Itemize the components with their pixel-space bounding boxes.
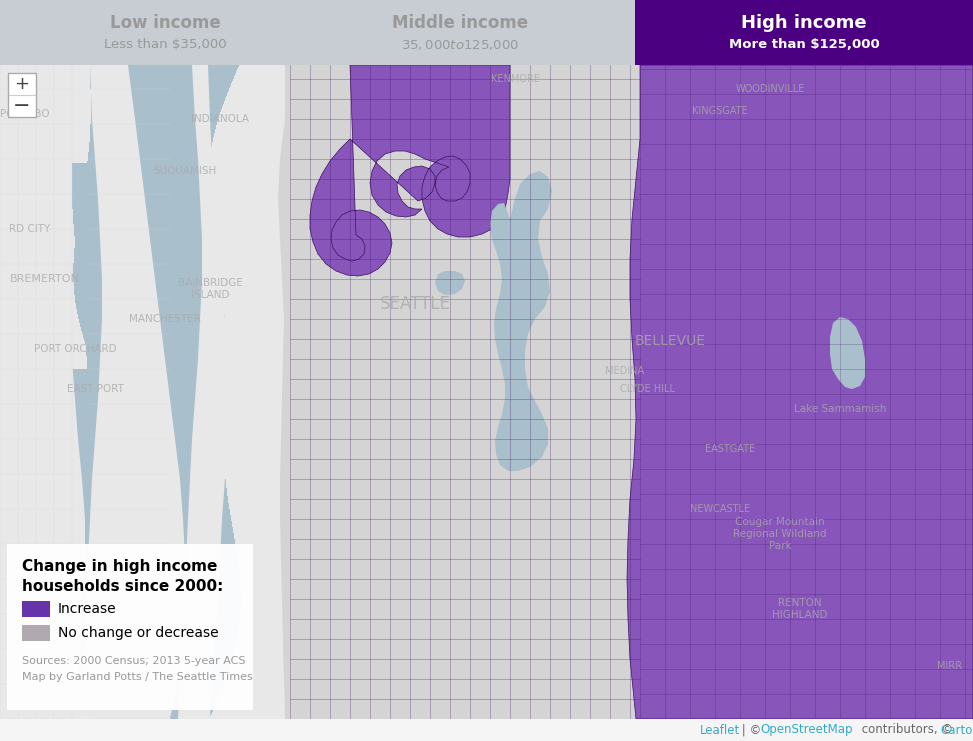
Polygon shape bbox=[310, 65, 510, 276]
Text: No change or decrease: No change or decrease bbox=[58, 626, 219, 640]
Text: RD CITY: RD CITY bbox=[10, 224, 51, 234]
FancyBboxPatch shape bbox=[8, 73, 36, 117]
Polygon shape bbox=[83, 65, 185, 719]
Text: households since 2000:: households since 2000: bbox=[22, 579, 224, 594]
Text: KINGSGATE: KINGSGATE bbox=[692, 106, 748, 116]
Text: POULSBO: POULSBO bbox=[0, 109, 50, 119]
Text: Lake Sammamish: Lake Sammamish bbox=[794, 404, 886, 414]
Text: MIRR: MIRR bbox=[937, 661, 962, 671]
Text: $35,000 to $125,000: $35,000 to $125,000 bbox=[401, 38, 519, 52]
Text: SEATTLE: SEATTLE bbox=[379, 295, 450, 313]
Bar bbox=[635, 0, 973, 65]
Text: EASTGATE: EASTGATE bbox=[704, 444, 755, 454]
Text: MEDINA: MEDINA bbox=[605, 366, 644, 376]
Text: NEWCASTLE: NEWCASTLE bbox=[690, 504, 750, 514]
Text: Cougar Mountain
Regional Wildland
Park: Cougar Mountain Regional Wildland Park bbox=[734, 517, 827, 551]
Polygon shape bbox=[830, 317, 865, 389]
Text: INDIANOLA: INDIANOLA bbox=[191, 114, 249, 124]
Polygon shape bbox=[0, 65, 95, 719]
Polygon shape bbox=[627, 65, 973, 719]
Text: WOODINVILLE: WOODINVILLE bbox=[736, 84, 805, 94]
Bar bbox=[22, 625, 50, 641]
Text: Increase: Increase bbox=[58, 602, 117, 616]
Polygon shape bbox=[58, 65, 132, 719]
Text: KENMORE: KENMORE bbox=[490, 74, 539, 84]
Text: More than $125,000: More than $125,000 bbox=[729, 39, 880, 52]
Text: PORT ORCHARD: PORT ORCHARD bbox=[34, 344, 117, 354]
Text: SUQUAMISH: SUQUAMISH bbox=[154, 166, 217, 176]
Text: CartoDB: CartoDB bbox=[940, 723, 973, 737]
Polygon shape bbox=[278, 65, 973, 719]
Text: Less than $35,000: Less than $35,000 bbox=[104, 39, 227, 52]
Text: Change in high income: Change in high income bbox=[22, 559, 217, 574]
Text: Leaflet: Leaflet bbox=[700, 723, 740, 737]
Text: OpenStreetMap: OpenStreetMap bbox=[760, 723, 852, 737]
Polygon shape bbox=[190, 65, 320, 719]
Text: RENTON
HIGHLAND: RENTON HIGHLAND bbox=[773, 598, 828, 619]
Text: BELLEVUE: BELLEVUE bbox=[634, 334, 705, 348]
Polygon shape bbox=[0, 65, 85, 719]
Text: EAST PORT: EAST PORT bbox=[66, 384, 124, 394]
Text: Middle income: Middle income bbox=[392, 14, 528, 32]
Text: CLYDE HILL: CLYDE HILL bbox=[621, 384, 675, 394]
Text: Low income: Low income bbox=[110, 14, 220, 32]
Polygon shape bbox=[490, 171, 552, 471]
Text: | ©: | © bbox=[738, 723, 765, 737]
Text: BREMERTON: BREMERTON bbox=[10, 274, 80, 284]
Text: −: − bbox=[14, 96, 31, 116]
Text: +: + bbox=[15, 75, 29, 93]
Text: contributors, ©: contributors, © bbox=[858, 723, 956, 737]
Text: BAINBRIDGE
ISLAND: BAINBRIDGE ISLAND bbox=[177, 278, 242, 300]
Polygon shape bbox=[435, 271, 465, 295]
Text: Map by Garland Potts / The Seattle Times: Map by Garland Potts / The Seattle Times bbox=[22, 672, 253, 682]
Text: Sources: 2000 Census; 2013 5-year ACS: Sources: 2000 Census; 2013 5-year ACS bbox=[22, 656, 245, 666]
Polygon shape bbox=[133, 65, 230, 719]
Polygon shape bbox=[130, 65, 240, 719]
Bar bbox=[22, 601, 50, 617]
Polygon shape bbox=[0, 369, 142, 697]
FancyBboxPatch shape bbox=[7, 544, 253, 710]
Text: High income: High income bbox=[741, 14, 867, 32]
Text: MANCHESTER: MANCHESTER bbox=[129, 314, 201, 324]
